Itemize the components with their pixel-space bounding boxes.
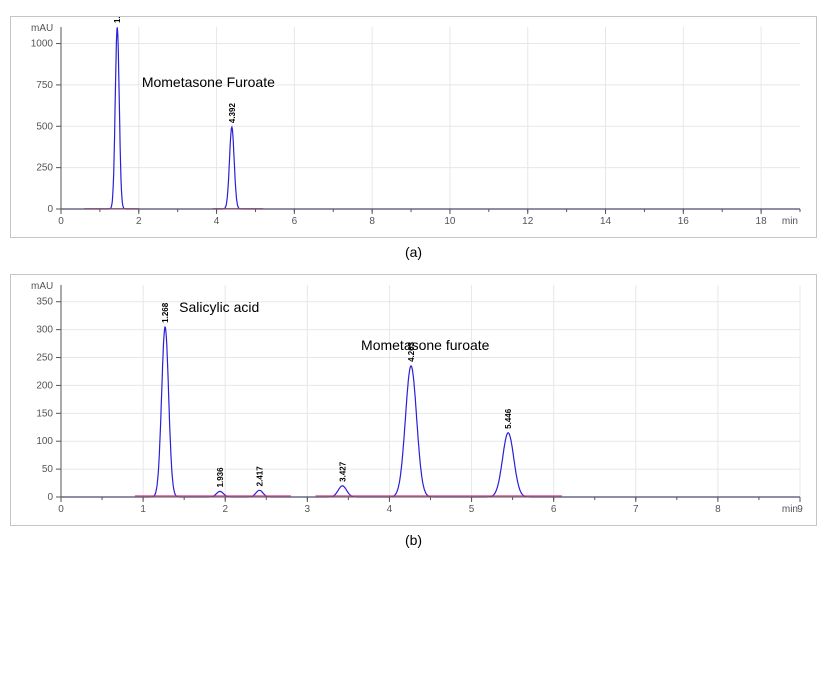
svg-text:3: 3 <box>305 504 311 515</box>
sublabel-b: (b) <box>10 532 817 548</box>
svg-text:300: 300 <box>36 325 53 336</box>
sublabel-a: (a) <box>10 244 817 260</box>
peak-name-label: Mometasone Furoate <box>142 74 275 90</box>
peak-rt-label: 1.268 <box>161 302 170 323</box>
svg-text:7: 7 <box>633 504 639 515</box>
svg-text:min: min <box>782 216 798 227</box>
svg-text:5: 5 <box>469 504 475 515</box>
peak-rt-label: 3.427 <box>338 461 347 482</box>
svg-text:200: 200 <box>36 380 53 391</box>
peak-rt-label: 1.936 <box>216 467 225 488</box>
svg-text:1000: 1000 <box>31 39 54 50</box>
svg-text:0: 0 <box>47 492 53 503</box>
svg-text:14: 14 <box>600 216 612 227</box>
svg-text:2: 2 <box>136 216 142 227</box>
svg-text:mAU: mAU <box>31 281 53 292</box>
peak-rt-label: 2.417 <box>255 466 264 487</box>
svg-text:4: 4 <box>387 504 393 515</box>
peak-rt-label: 4.392 <box>228 103 237 124</box>
svg-text:150: 150 <box>36 408 53 419</box>
svg-text:8: 8 <box>715 504 721 515</box>
svg-text:16: 16 <box>678 216 690 227</box>
svg-text:0: 0 <box>47 204 53 215</box>
svg-text:12: 12 <box>522 216 534 227</box>
svg-text:2: 2 <box>222 504 228 515</box>
peak-name-label: Mometasone furoate <box>361 337 490 353</box>
svg-text:8: 8 <box>369 216 375 227</box>
svg-text:9: 9 <box>797 504 803 515</box>
chromatogram-panel-a: 0 2 4 6 8 10 12 14 16 18 min 0 250 500 750 1000 mAU 1.446… <box>10 16 817 238</box>
svg-text:18: 18 <box>756 216 768 227</box>
svg-text:350: 350 <box>36 297 53 308</box>
svg-text:250: 250 <box>36 353 53 364</box>
svg-text:1: 1 <box>140 504 146 515</box>
peak-name-label: Salicylic acid <box>179 299 259 315</box>
svg-text:6: 6 <box>551 504 557 515</box>
svg-text:min: min <box>782 504 798 515</box>
svg-text:4: 4 <box>214 216 220 227</box>
svg-text:0: 0 <box>58 504 64 515</box>
svg-text:250: 250 <box>36 163 53 174</box>
svg-text:0: 0 <box>58 216 64 227</box>
peak-rt-label: 5.446 <box>504 408 513 429</box>
svg-text:100: 100 <box>36 436 53 447</box>
peak-rt-label: 1.446 <box>113 17 122 23</box>
svg-text:750: 750 <box>36 80 53 91</box>
svg-text:10: 10 <box>444 216 456 227</box>
chromatogram-panel-b: 0 1 2 3 4 5 6 7 8 9min 0 50 100 150 200 250 300 350 mAU 1.2… <box>10 274 817 526</box>
svg-text:500: 500 <box>36 121 53 132</box>
svg-text:mAU: mAU <box>31 23 53 34</box>
svg-text:50: 50 <box>42 464 54 475</box>
svg-text:6: 6 <box>292 216 298 227</box>
